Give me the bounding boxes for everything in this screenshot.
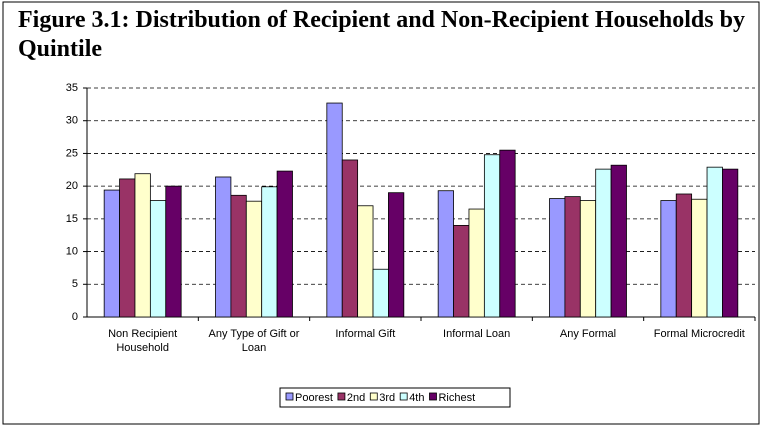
bar	[119, 178, 136, 318]
x-tick-label: Any Formal	[559, 328, 617, 340]
y-tick-label: 20	[66, 180, 78, 192]
bar	[165, 185, 182, 318]
bar	[149, 200, 167, 318]
x-tick-label: Formal Microcredit	[653, 328, 745, 340]
legend-swatch	[429, 392, 437, 401]
legend-box	[279, 387, 511, 408]
legend-swatch	[369, 392, 378, 401]
bar	[372, 268, 389, 318]
bar	[341, 159, 359, 318]
bar	[499, 149, 516, 318]
bar	[468, 208, 485, 318]
bar	[549, 198, 566, 318]
bar	[326, 102, 343, 318]
legend-label: Poorest	[295, 392, 333, 404]
x-tick-label: Informal Gift	[335, 328, 396, 340]
bar	[357, 205, 374, 318]
bar	[388, 192, 405, 318]
bar	[722, 168, 739, 318]
bar	[579, 200, 597, 318]
bar	[437, 190, 454, 318]
bar	[245, 200, 263, 318]
bar	[706, 166, 723, 318]
bar	[230, 194, 247, 318]
bar	[610, 164, 627, 318]
bar	[483, 154, 501, 318]
legend-swatch	[399, 392, 408, 401]
bar	[134, 173, 151, 318]
bar	[453, 224, 470, 318]
x-tick-label: Non Recipient Household	[108, 328, 178, 354]
bar	[103, 189, 120, 318]
legend-label: 3rd	[379, 392, 395, 404]
y-tick-label: 5	[72, 278, 78, 290]
legend-label: Richest	[438, 392, 475, 404]
bar	[675, 193, 693, 318]
bar	[261, 186, 278, 318]
y-tick-label: 30	[66, 115, 78, 127]
y-tick-label: 35	[66, 82, 78, 94]
y-tick-label: 0	[72, 311, 78, 323]
legend-label: 2nd	[347, 392, 365, 404]
bar	[660, 200, 677, 318]
y-tick-label: 15	[66, 213, 78, 225]
x-tick-label: Informal Loan	[443, 328, 511, 340]
x-tick-label: Any Type of Gift or Loan	[208, 328, 300, 354]
bar	[595, 168, 612, 318]
bar	[215, 176, 232, 318]
legend-swatch	[285, 392, 294, 401]
legend-swatch	[337, 392, 346, 401]
y-tick-label: 25	[66, 147, 78, 159]
bar	[564, 196, 581, 318]
bar	[276, 170, 293, 318]
bar	[691, 198, 708, 318]
legend-label: 4th	[409, 392, 424, 404]
chart-title: Figure 3.1: Distribution of Recipient an…	[18, 7, 745, 62]
y-tick-label: 10	[66, 245, 78, 257]
